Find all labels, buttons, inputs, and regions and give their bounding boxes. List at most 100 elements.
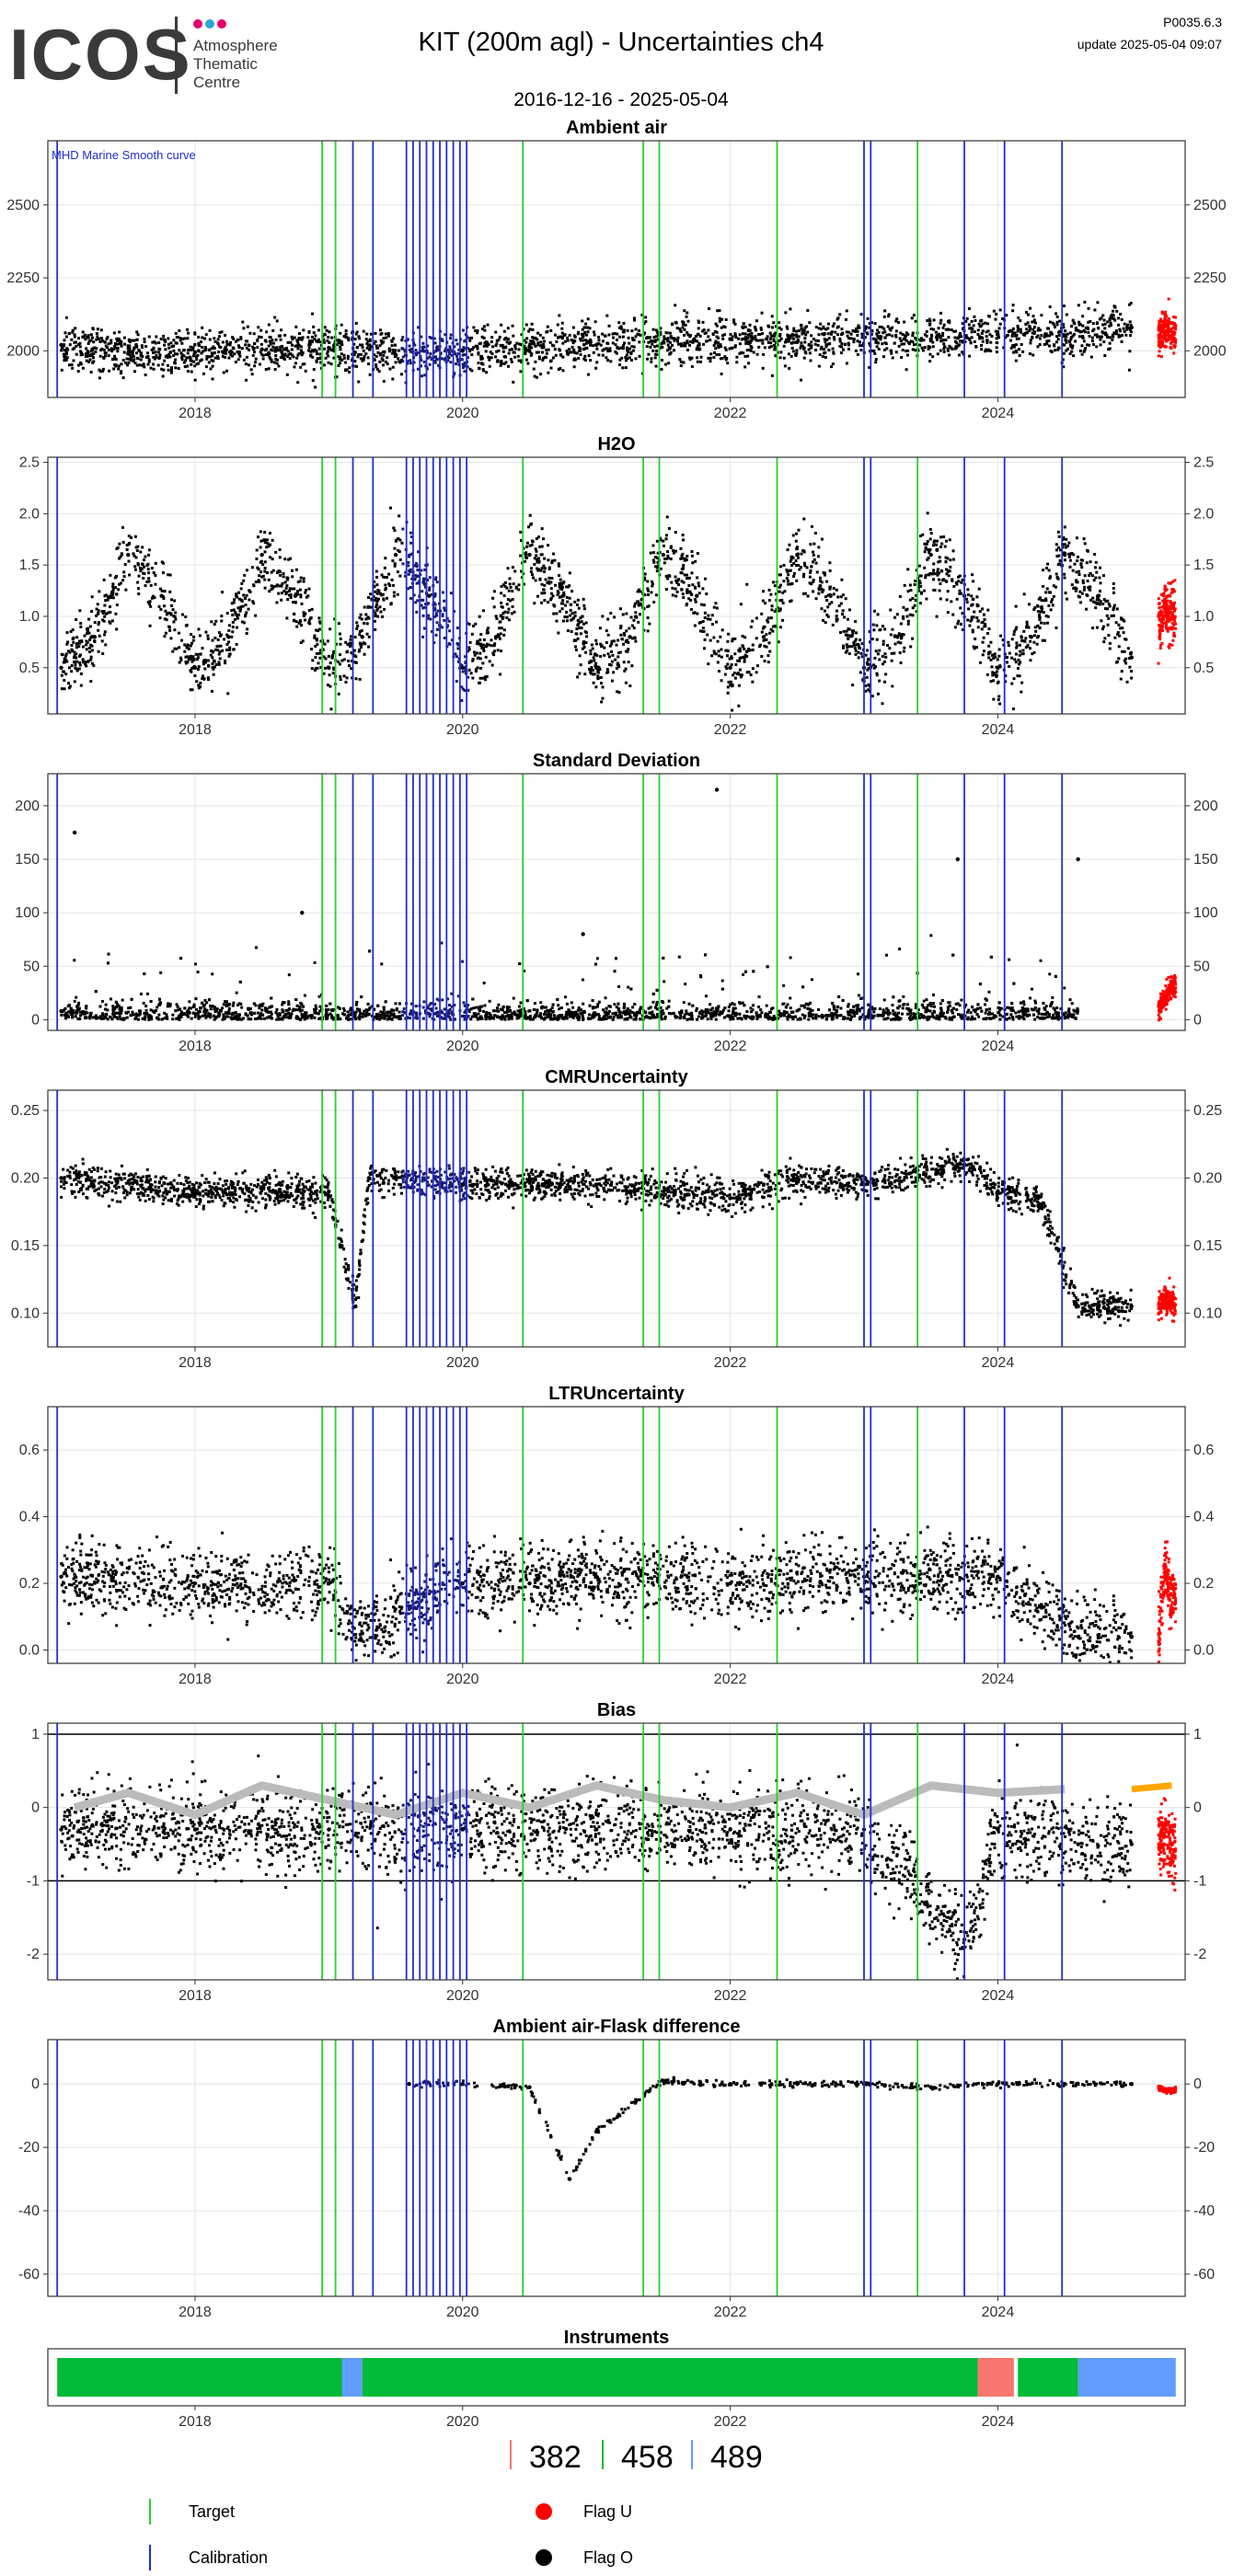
flag-o-point	[311, 659, 315, 662]
flag-o-point	[569, 614, 572, 617]
flag-o-point	[1032, 320, 1036, 324]
flag-o-point	[323, 347, 327, 351]
flag-o-point	[140, 363, 144, 367]
flag-o-point	[1049, 608, 1053, 612]
flag-o-point	[92, 356, 96, 360]
flag-o-point	[856, 352, 859, 356]
flag-o-point	[1064, 329, 1067, 333]
flag-o-point	[125, 363, 129, 367]
flag-o-point	[766, 618, 769, 622]
flag-o-point	[913, 604, 916, 607]
flag-o-point	[949, 558, 952, 562]
flag-o-point	[831, 362, 835, 366]
flag-o-point	[534, 360, 537, 363]
flag-o-point	[167, 337, 170, 340]
flag-o-point	[213, 337, 216, 340]
flag-o-point	[480, 357, 484, 361]
flag-o-point	[264, 367, 268, 371]
flag-o-point	[814, 326, 818, 329]
flag-o-point	[214, 619, 218, 623]
flag-o-point	[605, 341, 609, 345]
flag-o-point	[560, 321, 564, 325]
flag-o-point	[1109, 323, 1112, 327]
flag-o-point	[1083, 585, 1087, 589]
flag-o-point	[1091, 329, 1095, 333]
flag-o-point	[148, 600, 152, 604]
flag-o-point	[314, 667, 317, 671]
flag-o-point	[841, 593, 845, 597]
flag-o-point	[721, 337, 725, 340]
flag-o-point	[586, 330, 590, 334]
flag-o-point	[584, 322, 588, 326]
flag-o-point	[1118, 329, 1122, 333]
flag-o-point	[230, 635, 234, 638]
flag-o-point	[636, 590, 640, 593]
flag-o-point	[180, 358, 184, 362]
flag-o-point	[112, 348, 116, 351]
flag-o-point	[928, 322, 932, 326]
flag-o-point	[817, 327, 821, 330]
flag-o-point	[206, 637, 210, 640]
flag-o-point	[1031, 652, 1034, 656]
flag-o-point	[958, 331, 962, 335]
flag-o-point	[146, 362, 150, 366]
flag-o-point	[117, 367, 121, 371]
flag-o-point	[355, 627, 359, 630]
flag-o-point	[319, 361, 323, 364]
flag-o-point	[911, 596, 915, 600]
flag-o-point	[299, 576, 303, 580]
flag-o-point	[536, 569, 540, 572]
flag-o-point	[530, 352, 534, 356]
flag-u-point	[1174, 340, 1178, 344]
flag-o-point	[262, 538, 266, 542]
flag-o-point	[300, 338, 304, 341]
flag-o-point	[311, 355, 315, 359]
flag-o-point	[233, 598, 236, 602]
flag-o-point	[422, 582, 426, 586]
flag-o-point	[536, 557, 540, 560]
flag-o-point	[985, 348, 988, 351]
flag-o-point	[855, 328, 858, 331]
flag-o-point	[189, 355, 192, 359]
flag-o-point	[920, 346, 924, 350]
flag-o-point	[244, 343, 248, 347]
flag-o-point	[899, 637, 903, 640]
flag-o-point	[104, 344, 108, 348]
flag-u-point	[1173, 344, 1177, 348]
flag-o-point	[582, 607, 586, 611]
flag-o-point	[1098, 603, 1101, 606]
flag-o-point	[433, 592, 437, 596]
flag-o-point	[1123, 322, 1126, 326]
flag-o-point	[561, 355, 565, 359]
flag-o-point	[98, 621, 101, 625]
flag-o-point	[814, 339, 818, 342]
flag-o-point	[870, 332, 873, 336]
flag-o-point	[524, 323, 528, 327]
flag-o-point	[248, 331, 252, 335]
flag-o-point	[97, 650, 100, 653]
flag-o-point	[221, 591, 225, 594]
flag-o-point	[681, 326, 685, 329]
flag-o-point	[601, 685, 605, 689]
flag-o-point	[603, 348, 606, 351]
flag-o-point	[616, 655, 620, 659]
flag-o-point	[362, 329, 365, 333]
flag-o-point	[1100, 316, 1103, 320]
flag-o-point	[115, 337, 119, 340]
flag-o-point	[215, 341, 219, 345]
flag-o-point	[263, 541, 267, 545]
flag-o-point	[517, 348, 521, 351]
flag-o-point	[1048, 577, 1052, 581]
flag-u-point	[1172, 351, 1176, 355]
flag-o-point	[639, 590, 642, 593]
flag-o-point	[1075, 536, 1078, 540]
flag-o-point	[140, 562, 144, 566]
flag-o-point	[216, 638, 220, 642]
flag-o-point	[728, 347, 732, 351]
flag-o-point	[71, 628, 75, 632]
flag-o-point	[513, 569, 517, 573]
flag-o-point	[675, 339, 679, 343]
flag-o-point	[375, 367, 379, 371]
flag-o-point	[444, 333, 447, 337]
flag-o-point	[889, 328, 893, 332]
